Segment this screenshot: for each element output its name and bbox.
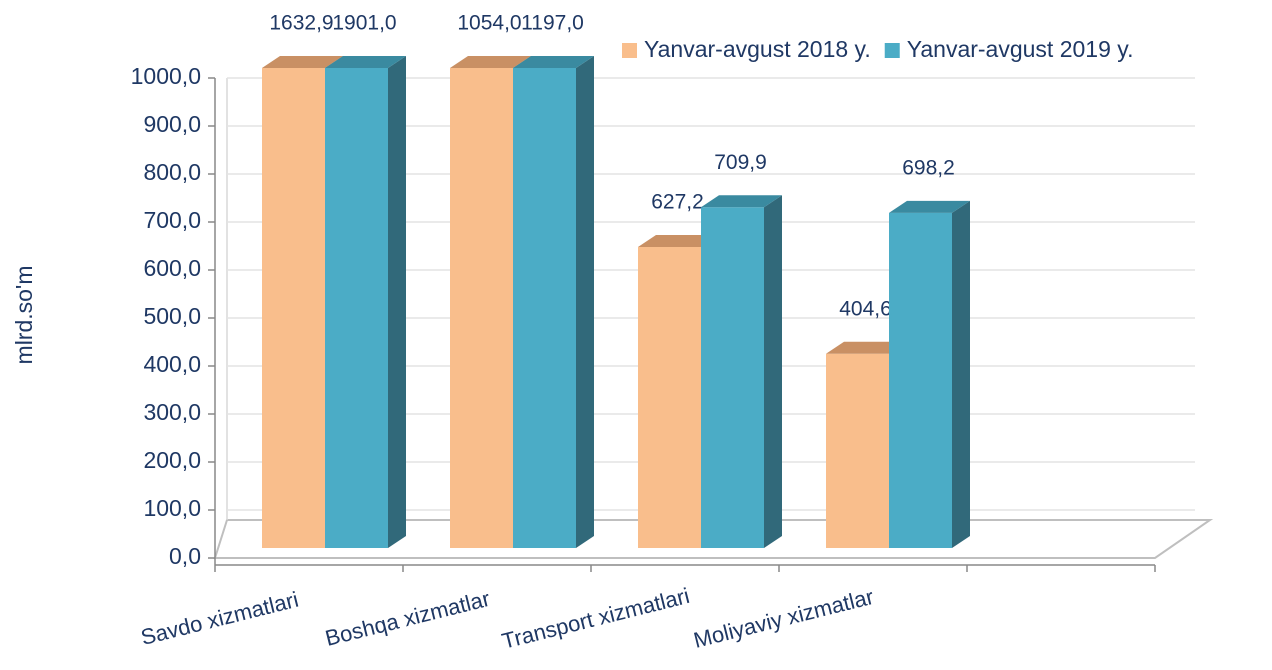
value-label: 709,9 [714,151,767,174]
y-tick-label: 1000,0 [131,63,201,89]
bar-top [701,195,782,208]
floor [213,519,1214,559]
bar [826,353,889,548]
bar-top [262,56,343,68]
legend-label: Yanvar-avgust 2018 y. [644,36,871,62]
value-label: 1901,0 [332,12,396,35]
bar-top [513,56,594,68]
bar [638,246,701,548]
y-axis-title: mlrd.so'm [11,266,37,365]
bar-top [889,200,970,213]
y-tick-label: 200,0 [143,447,201,473]
y-tick-label: 600,0 [143,255,201,281]
y-tick-label: 0,0 [169,543,201,569]
legend-swatch [884,43,900,58]
bar-side [576,56,594,548]
value-label: 1197,0 [521,12,584,35]
value-label: 1054,0 [457,12,521,35]
bar-top [325,56,406,68]
value-label: 1632,9 [269,12,333,35]
value-label: 404,6 [839,297,892,320]
y-tick-label: 700,0 [143,207,201,233]
bar [262,68,325,548]
y-tick-label: 800,0 [143,159,201,185]
bar-side [388,56,406,548]
bar [325,68,388,548]
legend-swatch [622,43,637,58]
bar [450,68,513,548]
y-tick-label: 500,0 [143,303,201,329]
y-tick-label: 400,0 [143,351,201,377]
y-tick-label: 900,0 [143,111,201,137]
bar-top [826,341,907,354]
value-label: 698,2 [902,156,955,179]
x-tick-label: Moliyaviy xizmatlar [691,584,876,653]
x-tick-label: Savdo xizmatlari [138,587,301,650]
bar-top [638,234,719,247]
bar-side [764,195,782,549]
y-tick-label: 100,0 [143,495,201,521]
bar-side [952,200,970,548]
value-label: 627,2 [651,190,704,213]
y-tick-label: 300,0 [143,399,201,425]
x-tick-label: Boshqa xizmatlar [323,586,493,651]
bar [889,212,952,548]
bar [513,68,576,548]
bar-top [450,56,531,68]
bar [701,207,764,549]
legend-label: Yanvar-avgust 2019 y. [907,36,1134,62]
x-tick-label: Transport xizmatlari [499,583,692,654]
